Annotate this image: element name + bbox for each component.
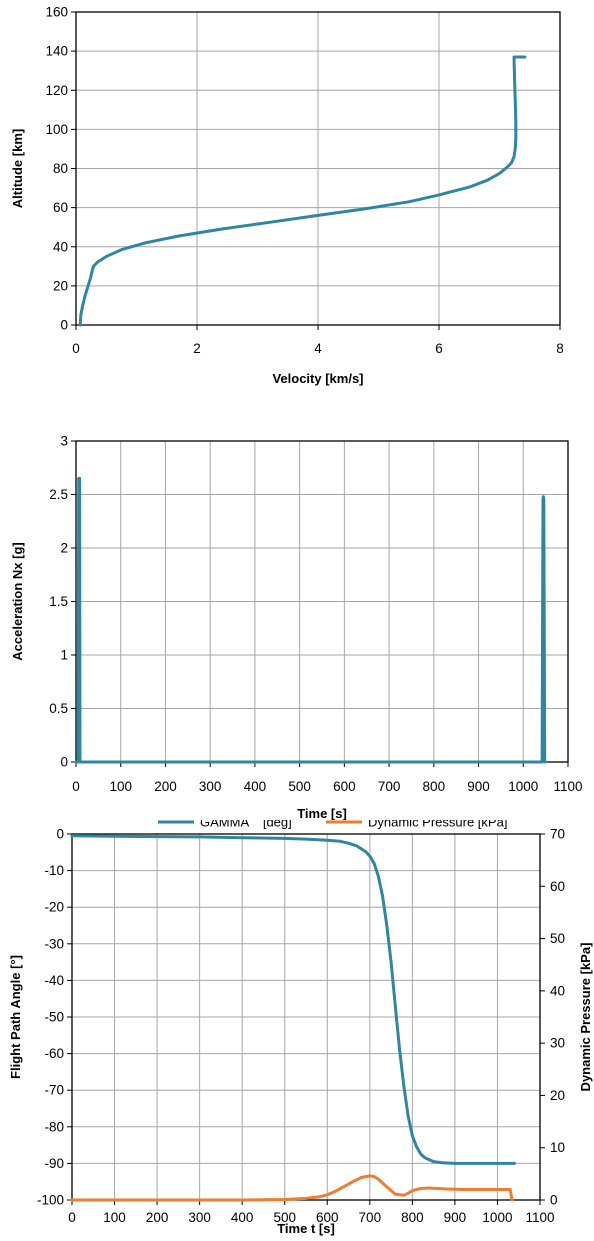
x-tick-label: 200 <box>146 1210 169 1225</box>
series-line-1 <box>78 55 527 327</box>
y-tick-label: 100 <box>45 122 68 137</box>
x-tick-label: 6 <box>435 341 443 356</box>
x-tick-label: 0 <box>68 1210 76 1225</box>
chart-flight-path-dynamic-pressure: 0 100 200 300 400 500 600 700 800 900 1000 1100-100… <box>8 820 593 1236</box>
y-tick-label: -50 <box>44 1010 64 1025</box>
x-tick-label: 800 <box>401 1210 424 1225</box>
x-tick-label: 1100 <box>525 1210 554 1225</box>
chart-acceleration-time: 0 100 200 300 400 500 600 700 800 900 1000 1100 0 0.5… <box>10 434 583 821</box>
x-tick-label: 700 <box>378 779 401 794</box>
x-tick-label: 100 <box>109 779 132 794</box>
x-tick-label: 300 <box>199 779 222 794</box>
x-axis-title: Time t [s] <box>277 1221 335 1236</box>
y2-tick-label: 50 <box>550 931 565 946</box>
series-line-2 <box>70 1174 514 1202</box>
y2-tick-label: 0 <box>550 1193 558 1208</box>
x-tick-label: 200 <box>154 779 177 794</box>
y-tick-label: 160 <box>45 5 68 20</box>
y2-tick-label: 10 <box>550 1140 565 1155</box>
x-tick-label: 700 <box>359 1210 382 1225</box>
x-tick-label: 900 <box>467 779 490 794</box>
x-tick-label: 2 <box>193 341 201 356</box>
x-tick-label: 900 <box>444 1210 467 1225</box>
y-tick-label: 2.5 <box>49 487 68 502</box>
y-tick-label: -60 <box>44 1046 64 1061</box>
y-tick-label: -30 <box>44 936 64 951</box>
x-tick-label: 1000 <box>482 1210 512 1225</box>
x-tick-label: 500 <box>273 1210 296 1225</box>
y2-tick-label: 20 <box>550 1088 565 1103</box>
y-tick-label: -70 <box>44 1083 64 1098</box>
y-tick-label: -90 <box>44 1156 64 1171</box>
y-tick-label: 1 <box>60 648 68 663</box>
y-axis-title: Acceleration Nx [g] <box>10 542 25 660</box>
y-axis-title: Altitude [km] <box>10 129 25 208</box>
y-tick-label: -100 <box>37 1193 64 1208</box>
y-tick-label: 2 <box>60 541 68 556</box>
x-tick-label: 500 <box>288 779 311 794</box>
y-tick-label: 20 <box>53 278 68 293</box>
legend-label-2: Dynamic Pressure [kPa] <box>368 820 507 830</box>
x-tick-label: 400 <box>244 779 267 794</box>
x-tick-label: 1000 <box>508 779 538 794</box>
y2-tick-label: 30 <box>550 1036 565 1051</box>
x-tick-label: 100 <box>103 1210 126 1225</box>
y-tick-label: 0.5 <box>49 701 68 716</box>
y2-tick-label: 70 <box>550 827 565 842</box>
y-tick-label: -10 <box>44 863 64 878</box>
legend-label-1: GAMMA [deg] <box>200 820 292 830</box>
y-tick-label: -20 <box>44 900 64 915</box>
series-line-1 <box>70 834 516 1165</box>
y-tick-label: 140 <box>45 44 68 59</box>
y-tick-label: 60 <box>53 200 68 215</box>
y-tick-label: 1.5 <box>49 594 68 609</box>
x-tick-label: 4 <box>314 341 322 356</box>
y-tick-label: 120 <box>45 83 68 98</box>
x-tick-label: 8 <box>556 341 564 356</box>
series-line-1 <box>74 476 548 764</box>
y-tick-label: -40 <box>44 973 64 988</box>
y-tick-label: 0 <box>60 318 68 333</box>
y-tick-label: 80 <box>53 161 68 176</box>
x-tick-label: 0 <box>72 779 80 794</box>
y-tick-label: 0 <box>60 755 68 770</box>
y2-tick-label: 40 <box>550 983 565 998</box>
y-axis-title: Flight Path Angle [°] <box>8 955 23 1079</box>
x-tick-label: 0 <box>72 341 80 356</box>
y-tick-label: 3 <box>60 434 68 449</box>
x-tick-label: 400 <box>231 1210 254 1225</box>
x-axis-title: Velocity [km/s] <box>272 371 363 386</box>
x-axis-title: Time [s] <box>297 806 347 820</box>
x-tick-label: 1100 <box>553 779 582 794</box>
y-tick-label: 40 <box>53 239 68 254</box>
y-tick-label: -80 <box>44 1119 64 1134</box>
y-tick-label: 0 <box>56 827 64 842</box>
y2-axis-title: Dynamic Pressure [kPa] <box>578 943 593 1092</box>
x-tick-label: 300 <box>188 1210 211 1225</box>
x-tick-label: 600 <box>316 1210 339 1225</box>
x-tick-label: 800 <box>423 779 446 794</box>
x-tick-label: 600 <box>333 779 356 794</box>
y2-tick-label: 60 <box>550 879 565 894</box>
